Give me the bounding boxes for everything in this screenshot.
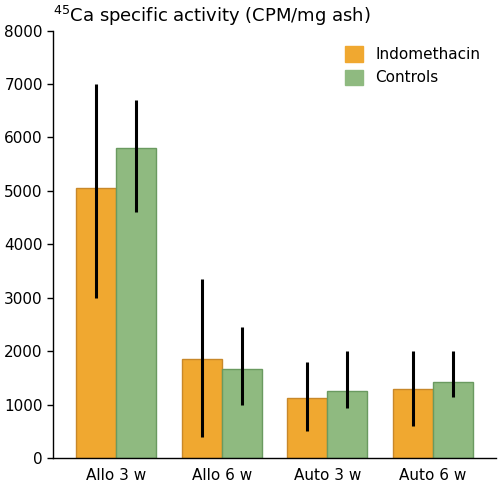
Bar	[327, 391, 368, 458]
Bar	[287, 398, 327, 458]
Bar	[222, 370, 262, 458]
Bar	[116, 148, 156, 458]
Text: $^{45}$Ca specific activity (CPM/mg ash): $^{45}$Ca specific activity (CPM/mg ash)	[53, 4, 371, 28]
Bar	[76, 188, 116, 458]
Bar	[392, 389, 432, 458]
Bar	[432, 382, 472, 458]
Bar	[182, 359, 222, 458]
Legend: Indomethacin, Controls: Indomethacin, Controls	[338, 38, 488, 93]
